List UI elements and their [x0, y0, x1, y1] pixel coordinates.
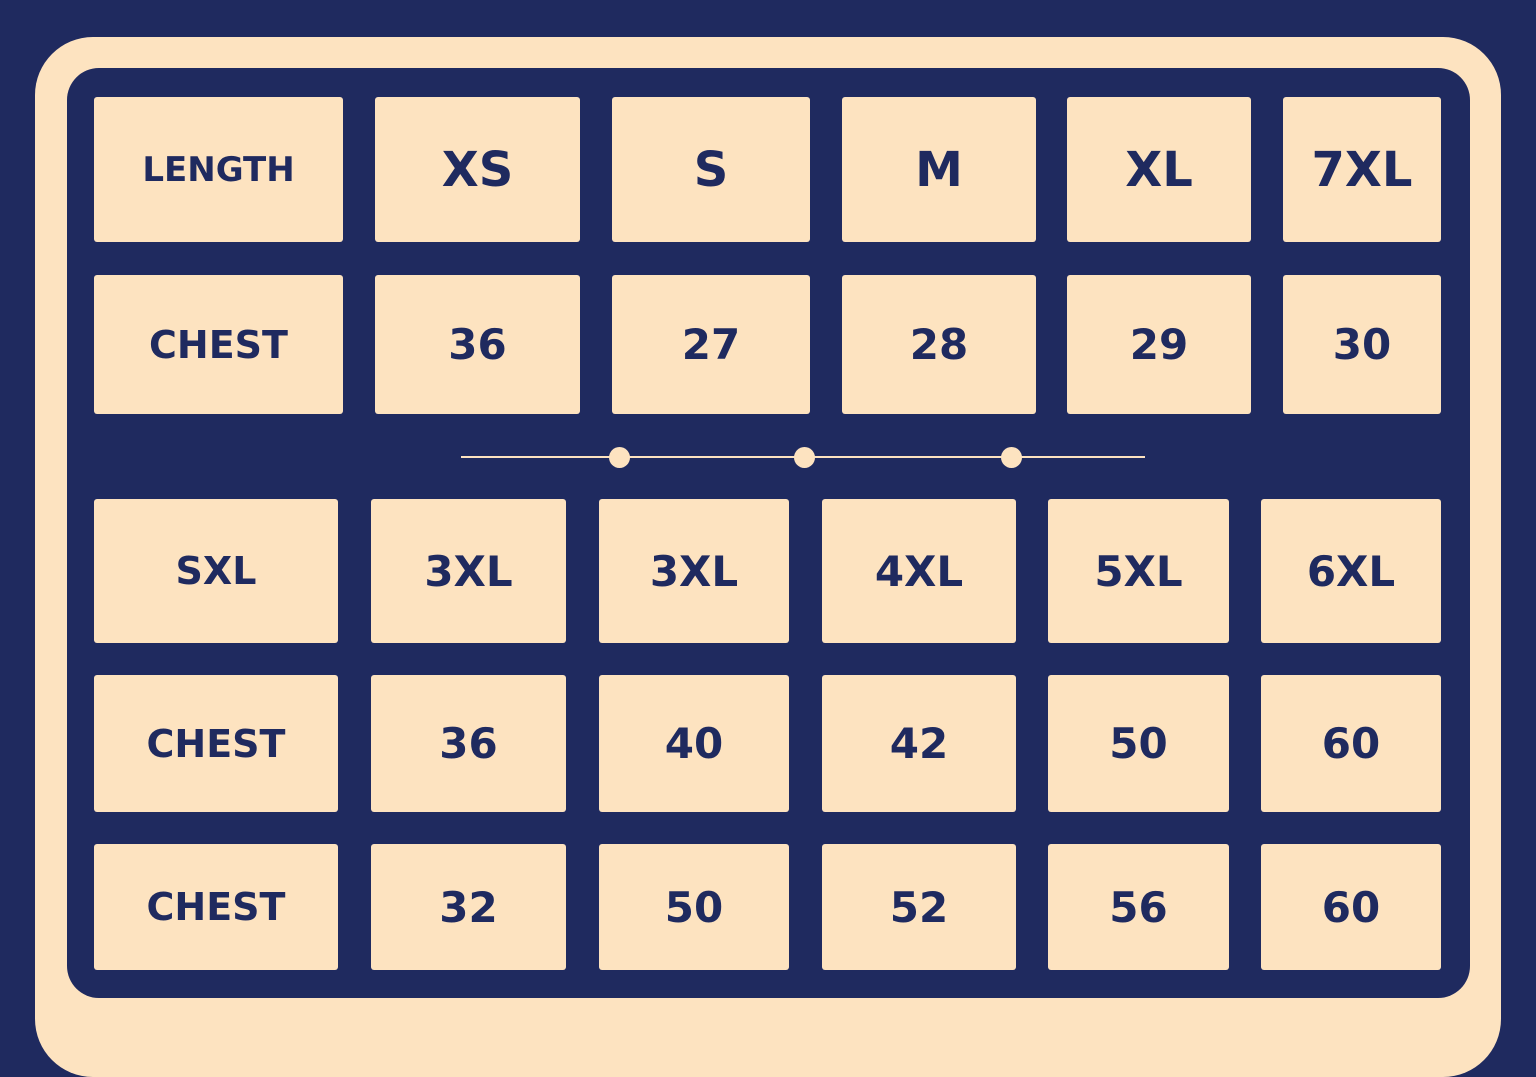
size-cell: 42 [822, 675, 1016, 812]
size-cell: 50 [599, 844, 789, 970]
size-cell: 32 [371, 844, 566, 970]
size-cell: 36 [375, 275, 580, 414]
divider-dot [609, 447, 630, 468]
row-label-cell: SXL [94, 499, 338, 643]
size-cell: 6XL [1261, 499, 1441, 643]
size-cell: M [842, 97, 1036, 242]
row-label-cell: CHEST [94, 844, 338, 970]
size-cell: 60 [1261, 844, 1441, 970]
row-label-cell: LENGTH [94, 97, 343, 242]
size-cell: 56 [1048, 844, 1229, 970]
size-cell: S [612, 97, 810, 242]
size-cell: 60 [1261, 675, 1441, 812]
row-label-cell: CHEST [94, 675, 338, 812]
size-cell: 50 [1048, 675, 1229, 812]
size-cell: 36 [371, 675, 566, 812]
size-cell: 28 [842, 275, 1036, 414]
size-cell: 5XL [1048, 499, 1229, 643]
size-cell: 7XL [1283, 97, 1441, 242]
size-cell: 27 [612, 275, 810, 414]
size-cell: XS [375, 97, 580, 242]
size-cell: 29 [1067, 275, 1251, 414]
divider-dot [1001, 447, 1022, 468]
size-cell: 30 [1283, 275, 1441, 414]
size-cell: 52 [822, 844, 1016, 970]
size-cell: 4XL [822, 499, 1016, 643]
size-cell: 3XL [371, 499, 566, 643]
divider-dot [794, 447, 815, 468]
size-cell: 40 [599, 675, 789, 812]
size-cell: 3XL [599, 499, 789, 643]
size-cell: XL [1067, 97, 1251, 242]
row-label-cell: CHEST [94, 275, 343, 414]
